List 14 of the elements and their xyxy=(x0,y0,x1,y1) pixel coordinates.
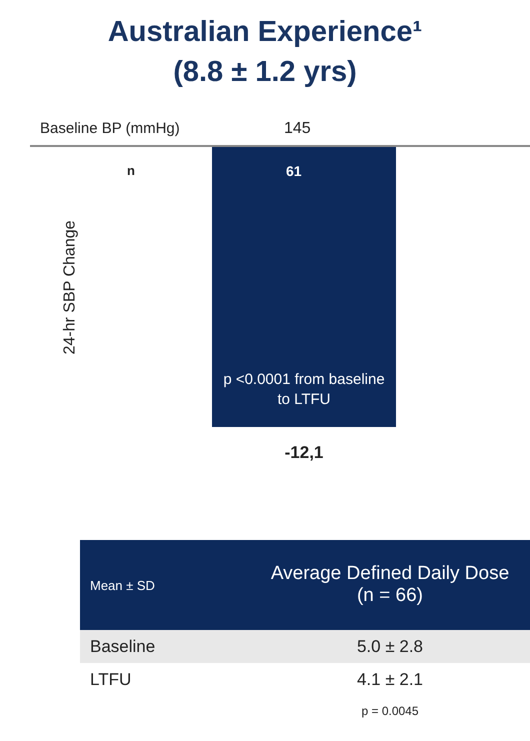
text: LTFU xyxy=(80,663,250,696)
annotation: 61 xyxy=(286,163,302,179)
text: Baseline BP (mmHg) xyxy=(40,120,180,137)
text: p = 0.0045 xyxy=(250,696,530,726)
data-label: -12,1 xyxy=(284,443,324,462)
y-axis-title: 24-hr SBP Change xyxy=(62,220,78,355)
text: 4.1 ± 2.1 xyxy=(250,663,530,696)
chart-subtitle: (8.8 ± 1.2 yrs) xyxy=(172,55,358,90)
text: 145 xyxy=(284,120,311,138)
annotation: n xyxy=(127,163,135,178)
chart-title: Australian Experience¹ xyxy=(106,15,424,50)
annotation: p <0.0001 from baseline to LTFU xyxy=(222,370,386,410)
table-header: Mean ± SD Average Defined Daily Dose (n = 66) xyxy=(80,540,530,630)
table-row-shading: Baseline 5.0 ± 2.8 xyxy=(80,630,530,663)
